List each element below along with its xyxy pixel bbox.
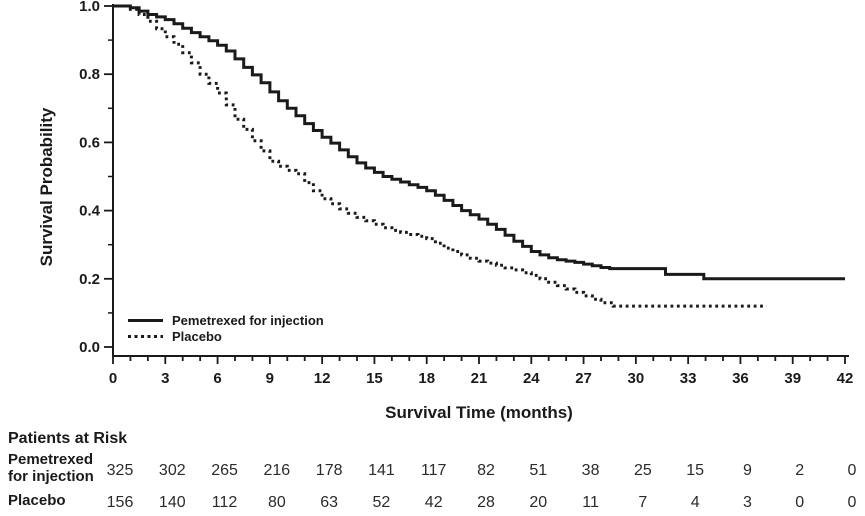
- y-tick-label: 1.0: [79, 0, 100, 15]
- x-tick-label: 39: [784, 370, 801, 387]
- x-tick-label: 15: [366, 370, 383, 387]
- risk-count: 0: [847, 462, 857, 479]
- risk-count: 156: [106, 494, 134, 511]
- risk-count: 51: [529, 462, 548, 479]
- risk-row-label: Placebo: [8, 492, 66, 509]
- x-tick-label: 42: [837, 370, 854, 387]
- risk-count: 15: [686, 462, 705, 479]
- risk-count: 63: [320, 494, 339, 511]
- risk-count: 7: [638, 494, 648, 511]
- x-tick-label: 3: [161, 370, 169, 387]
- risk-row-label: Pemetrexed for injection: [8, 451, 94, 485]
- legend-item-placebo: Placebo: [128, 328, 324, 344]
- risk-count: 140: [158, 494, 186, 511]
- x-tick-label: 18: [418, 370, 435, 387]
- pemetrexed-curve: [113, 4, 845, 281]
- x-tick-label: 24: [523, 370, 540, 387]
- risk-count: 25: [633, 462, 652, 479]
- x-tick-label: 9: [266, 370, 274, 387]
- survival-chart-canvas: 1.00.80.60.40.20.00 3 6 9 12 15 18 21 24 27 30 33 36…: [79, 0, 854, 387]
- x-tick-label: 6: [213, 370, 221, 387]
- y-axis-title: Survival Probability: [37, 107, 56, 267]
- risk-count: 11: [582, 494, 599, 511]
- x-tick-label: 12: [314, 370, 331, 387]
- x-tick-label: 33: [680, 370, 697, 387]
- risk-count: 80: [267, 494, 286, 511]
- risk-count: 216: [263, 462, 291, 479]
- legend-label-pemetrexed: Pemetrexed for injection: [172, 312, 324, 328]
- y-tick-label: 0.4: [79, 203, 101, 220]
- risk-count: 9: [742, 462, 752, 479]
- risk-count: 52: [372, 494, 391, 511]
- risk-count: 0: [795, 494, 805, 511]
- risk-count: 141: [368, 462, 395, 479]
- risk-count: 302: [158, 462, 186, 479]
- risk-count: 117: [420, 462, 447, 479]
- x-tick-label: 36: [732, 370, 749, 387]
- placebo-curve: [113, 4, 767, 308]
- x-tick-label: 21: [471, 370, 488, 387]
- dotted-line-swatch-icon: [128, 334, 163, 338]
- x-axis-title: Survival Time (months): [385, 403, 573, 422]
- risk-count: 265: [211, 462, 238, 479]
- risk-count: 0: [847, 494, 857, 511]
- risk-count: 28: [477, 494, 495, 511]
- y-tick-label: 0.0: [79, 339, 100, 356]
- legend: Pemetrexed for injection Placebo: [128, 312, 324, 344]
- y-tick-label: 0.6: [79, 134, 100, 151]
- legend-item-pemetrexed: Pemetrexed for injection: [128, 312, 324, 328]
- legend-label-placebo: Placebo: [172, 328, 222, 344]
- risk-count: 82: [477, 462, 495, 479]
- risk-table-title: Patients at Risk: [8, 430, 128, 447]
- risk-count: 3: [742, 494, 752, 511]
- y-tick-label: 0.2: [79, 271, 100, 288]
- y-tick-label: 0.8: [79, 66, 100, 83]
- x-tick-label: 0: [109, 370, 117, 387]
- x-tick-label: 27: [575, 370, 592, 387]
- risk-count: 2: [795, 462, 805, 479]
- risk-count: 4: [690, 494, 700, 511]
- risk-count: 38: [581, 462, 600, 479]
- risk-count: 112: [211, 494, 238, 511]
- risk-count: 42: [424, 494, 443, 511]
- solid-line-swatch-icon: [128, 318, 163, 322]
- risk-count: 178: [315, 462, 343, 479]
- risk-count: 20: [529, 494, 548, 511]
- risk-count: 325: [106, 462, 134, 479]
- x-tick-label: 30: [628, 370, 645, 387]
